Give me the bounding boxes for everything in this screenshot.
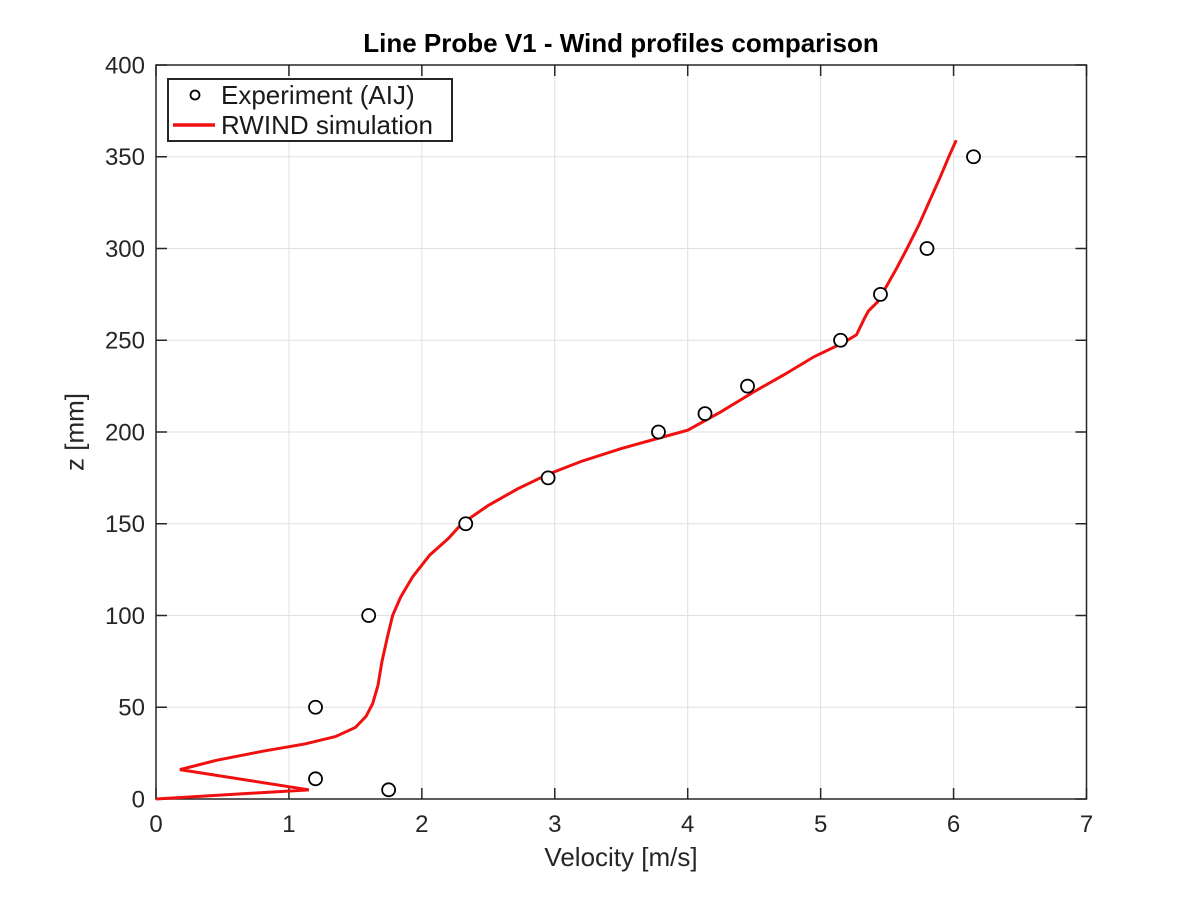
x-axis-label: Velocity [m/s] bbox=[544, 842, 698, 872]
simulation-line bbox=[155, 139, 958, 801]
legend: Experiment (AIJ) RWIND simulation bbox=[167, 78, 453, 142]
experiment-point bbox=[540, 470, 556, 486]
y-tick-label: 250 bbox=[105, 328, 145, 355]
y-tick-label: 0 bbox=[132, 786, 145, 813]
y-tick-label: 400 bbox=[105, 52, 145, 79]
y-axis-label: z [mm] bbox=[59, 393, 90, 471]
chart-title: Line Probe V1 - Wind profiles comparison bbox=[363, 28, 879, 58]
experiment-point bbox=[833, 332, 848, 348]
experiment-point bbox=[873, 286, 888, 302]
legend-label-simulation: RWIND simulation bbox=[221, 110, 433, 140]
legend-label-experiment: Experiment (AIJ) bbox=[221, 80, 415, 110]
x-tick-label: 4 bbox=[681, 811, 694, 838]
y-tick-label: 200 bbox=[105, 419, 145, 446]
y-tick-label: 150 bbox=[105, 511, 145, 538]
experiment-point bbox=[381, 782, 397, 798]
experiment-point bbox=[361, 608, 377, 623]
x-tick-label: 3 bbox=[548, 811, 561, 838]
experiment-point bbox=[697, 406, 713, 422]
legend-item-experiment: Experiment (AIJ) bbox=[169, 80, 451, 110]
y-tick-label: 50 bbox=[118, 695, 145, 722]
x-tick-label: 2 bbox=[415, 811, 428, 838]
y-tick-label: 300 bbox=[105, 236, 145, 263]
open-circle-icon bbox=[169, 80, 221, 110]
x-tick-label: 7 bbox=[1080, 811, 1093, 838]
legend-item-simulation: RWIND simulation bbox=[169, 110, 451, 140]
experiment-point bbox=[966, 149, 981, 165]
experiment-point bbox=[651, 424, 666, 440]
x-tick-label: 6 bbox=[947, 811, 960, 838]
experiment-point bbox=[308, 699, 323, 715]
experiment-point bbox=[919, 241, 935, 256]
experiment-point bbox=[458, 516, 474, 532]
red-line-icon bbox=[169, 110, 221, 140]
experiment-point bbox=[308, 771, 323, 787]
y-tick-label: 100 bbox=[105, 603, 145, 630]
x-tick-label: 0 bbox=[149, 811, 162, 838]
x-tick-label: 1 bbox=[282, 811, 295, 838]
experiment-point bbox=[740, 378, 755, 394]
y-tick-label: 350 bbox=[105, 144, 145, 171]
x-tick-label: 5 bbox=[814, 811, 827, 838]
